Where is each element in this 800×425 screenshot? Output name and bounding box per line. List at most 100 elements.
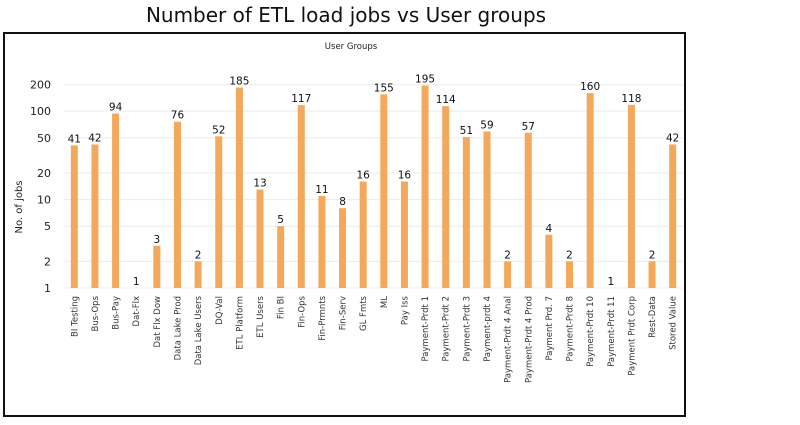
x-tick-label: Fin-Ops <box>297 295 307 327</box>
y-tick-label: 200 <box>30 79 51 92</box>
chart-frame: User Groups No. of jobs 1 2 5 10 20 50 100 200 … <box>3 32 686 417</box>
bar <box>421 85 429 289</box>
data-label: 51 <box>460 125 473 137</box>
data-label: 57 <box>522 121 535 133</box>
data-label: 11 <box>315 184 328 196</box>
bar <box>153 245 161 288</box>
bar <box>359 181 367 288</box>
x-tick-label: DQ-Val <box>215 296 225 325</box>
gridlines <box>64 84 683 289</box>
bar <box>400 181 408 288</box>
data-label: 155 <box>374 82 394 94</box>
y-tick-label: 10 <box>37 194 51 207</box>
data-label: 1 <box>133 276 140 288</box>
bar <box>215 136 223 288</box>
x-tick-label: Payment-Prdt 10 <box>586 296 596 367</box>
data-label: 2 <box>504 249 511 261</box>
y-tick-label: 20 <box>37 167 51 180</box>
bar <box>462 137 470 288</box>
x-tick-label: Dat-Flx <box>132 296 142 326</box>
bar <box>112 113 120 288</box>
data-label: 42 <box>88 132 101 144</box>
x-tick-label: Data Lake Users <box>194 295 204 365</box>
x-tick-label: Payment-Prdt 8 <box>566 296 576 361</box>
x-axis-ticks: BI Testing Bus-Ops Bus-Pay Dat-Flx Dat Flx D… <box>70 295 678 383</box>
data-label: 16 <box>356 170 370 182</box>
bar <box>235 87 243 288</box>
data-label: 117 <box>291 93 311 105</box>
data-label: 41 <box>68 133 81 145</box>
data-label: 185 <box>229 76 249 88</box>
bar <box>669 144 677 288</box>
x-tick-label: Payment-prdt 4 <box>483 296 493 362</box>
y-tick-label: 1 <box>44 282 51 295</box>
bars <box>70 85 677 289</box>
x-tick-label: Payment-Prdt 2 <box>442 296 452 361</box>
data-label: 76 <box>171 110 185 122</box>
x-tick-label: Fin-Serv <box>339 296 349 330</box>
x-tick-label: ML <box>380 296 390 308</box>
data-label: 4 <box>546 223 553 235</box>
x-tick-label: Payment-Prdt 1 <box>421 296 431 361</box>
bar <box>504 261 512 288</box>
x-tick-label: Pay Iss <box>400 295 410 325</box>
y-tick-label: 5 <box>44 220 51 233</box>
chart-title: Number of ETL load jobs vs User groups <box>145 3 547 27</box>
data-label: 16 <box>398 170 412 182</box>
data-label: 2 <box>566 249 573 261</box>
x-tick-label: Bus-Pay <box>112 296 122 330</box>
bar <box>339 208 347 288</box>
data-label: 1 <box>607 276 614 288</box>
bar <box>70 145 78 288</box>
y-axis-ticks: 1 2 5 10 20 50 100 200 <box>30 79 51 295</box>
x-tick-label: Bus-Ops <box>91 295 101 331</box>
bar <box>318 195 326 288</box>
data-label: 160 <box>580 81 600 93</box>
bar <box>194 261 202 288</box>
x-tick-label: Payment-Prdt 11 <box>607 296 617 367</box>
data-label: 118 <box>621 93 641 105</box>
bar <box>277 226 285 288</box>
x-tick-label: Data Lake Prod <box>173 296 183 360</box>
x-tick-label: Payment Prdt Corp <box>627 296 637 376</box>
y-tick-label: 50 <box>37 132 51 145</box>
data-labels: 41 42941376252185135117118161551619511451… <box>68 74 680 288</box>
x-tick-label: Dat Flx Dow <box>153 296 163 348</box>
x-tick-label: Payment-Prdt 4 Anal <box>504 296 514 383</box>
bar <box>524 132 532 288</box>
x-tick-label: GL Fmts <box>359 295 369 331</box>
bar <box>483 131 491 288</box>
x-tick-label: Fin BI <box>277 296 287 319</box>
bar <box>586 93 594 289</box>
data-label: 2 <box>195 249 202 261</box>
data-label: 3 <box>154 234 161 246</box>
x-tick-label: Rest-Data <box>648 296 658 338</box>
data-label: 52 <box>212 124 225 136</box>
data-label: 5 <box>277 214 284 226</box>
x-tick-label: ETL Users <box>256 295 266 337</box>
x-tick-label: Payment-Prdt 4 Prod <box>524 296 534 383</box>
bar <box>442 106 450 288</box>
data-label: 59 <box>480 119 493 131</box>
bar <box>173 121 181 288</box>
x-tick-label: ETL Platform <box>235 296 245 350</box>
y-tick-label: 2 <box>44 255 51 268</box>
chart-subtitle: User Groups <box>325 42 378 52</box>
bar <box>380 94 388 288</box>
bar <box>297 105 305 288</box>
bar <box>256 189 264 288</box>
data-label: 114 <box>436 94 456 106</box>
bar <box>627 104 635 288</box>
data-label: 8 <box>339 196 346 208</box>
x-tick-label: Payment Prd. 7 <box>545 296 555 360</box>
x-tick-label: BI Testing <box>70 296 80 337</box>
x-tick-label: Stored Value <box>669 296 679 350</box>
y-tick-label: 100 <box>30 105 51 118</box>
data-label: 195 <box>415 74 435 86</box>
bar <box>566 261 574 288</box>
bar-chart: User Groups No. of jobs 125102050100200 … <box>14 42 683 383</box>
data-label: 13 <box>253 178 266 190</box>
bar <box>648 261 656 288</box>
x-tick-label: Payment-Prdt 3 <box>462 296 472 361</box>
data-label: 2 <box>649 249 656 261</box>
